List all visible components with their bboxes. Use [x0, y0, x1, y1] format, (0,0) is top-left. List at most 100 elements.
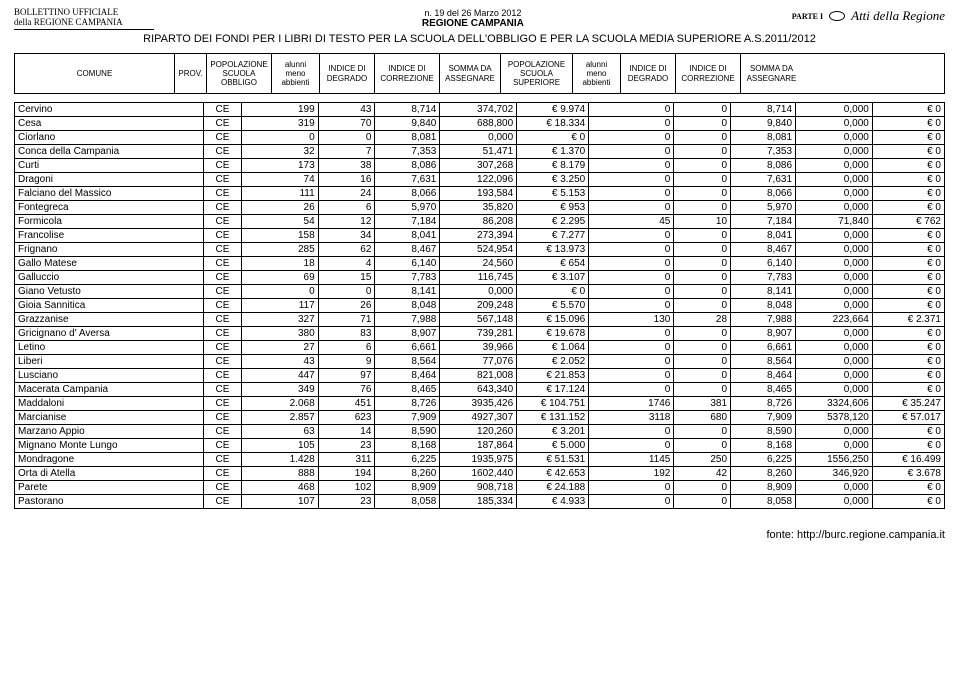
table-cell: € 8.179	[517, 159, 589, 173]
table-cell: € 0	[872, 271, 944, 285]
table-cell: 0	[589, 117, 674, 131]
bollettino-line2: della REGIONE CAMPANIA	[14, 18, 154, 28]
table-row: FormicolaCE54127,18486,208€ 2.29545107,1…	[15, 215, 945, 229]
table-cell: 0	[674, 271, 731, 285]
table-cell: 0	[589, 145, 674, 159]
table-cell: 0,000	[440, 131, 517, 145]
table-cell: 8,086	[375, 159, 440, 173]
document-title: RIPARTO DEI FONDI PER I LIBRI DI TESTO P…	[14, 33, 945, 45]
table-cell: Fontegreca	[15, 201, 204, 215]
table-cell: 8,260	[731, 467, 796, 481]
column-header: POPOLAZIONE SCUOLA SUPERIORE	[501, 54, 573, 94]
table-cell: € 0	[872, 103, 944, 117]
table-cell: 0	[589, 425, 674, 439]
table-cell: 7,783	[375, 271, 440, 285]
table-cell: 117	[241, 299, 318, 313]
table-cell: 0,000	[796, 383, 873, 397]
table-cell: 307,268	[440, 159, 517, 173]
table-cell: 0,000	[796, 229, 873, 243]
table-cell: 319	[241, 117, 318, 131]
table-cell: 285	[241, 243, 318, 257]
table-cell: 3324,606	[796, 397, 873, 411]
table-cell: 8,058	[731, 495, 796, 509]
table-cell: 8,909	[375, 481, 440, 495]
table-cell: 0	[589, 229, 674, 243]
table-cell: € 3.250	[517, 173, 589, 187]
table-cell: CE	[204, 453, 242, 467]
column-header: SOMMA DA ASSEGNARE	[440, 54, 501, 94]
table-cell: 26	[241, 201, 318, 215]
table-cell: 0,000	[796, 341, 873, 355]
table-cell: 8,041	[731, 229, 796, 243]
table-cell: 447	[241, 369, 318, 383]
table-cell: 0	[674, 481, 731, 495]
table-cell: 8,909	[731, 481, 796, 495]
table-row: Gioia SanniticaCE117268,048209,248€ 5.57…	[15, 299, 945, 313]
table-cell: 0	[674, 341, 731, 355]
table-cell: € 17.124	[517, 383, 589, 397]
atti-label: Atti della Regione	[851, 8, 945, 24]
table-cell: 7,783	[731, 271, 796, 285]
table-cell: € 57.017	[872, 411, 944, 425]
table-cell: Marzano Appio	[15, 425, 204, 439]
table-cell: 0	[589, 439, 674, 453]
table-cell: 74	[241, 173, 318, 187]
table-cell: 34	[318, 229, 375, 243]
table-cell: 39,966	[440, 341, 517, 355]
table-cell: 0,000	[796, 103, 873, 117]
table-cell: € 3.107	[517, 271, 589, 285]
table-cell: 194	[318, 467, 375, 481]
table-cell: Gallo Matese	[15, 257, 204, 271]
table-cell: CE	[204, 397, 242, 411]
table-row: MarcianiseCE2.8576237,9094927,307€ 131.1…	[15, 411, 945, 425]
table-cell: 0	[589, 369, 674, 383]
table-row: FrignanoCE285628,467524,954€ 13.973008,4…	[15, 243, 945, 257]
table-cell: 374,702	[440, 103, 517, 117]
table-cell: 8,907	[731, 327, 796, 341]
table-cell: 4927,307	[440, 411, 517, 425]
table-cell: CE	[204, 145, 242, 159]
table-cell: CE	[204, 257, 242, 271]
table-cell: Falciano del Massico	[15, 187, 204, 201]
table-cell: 7,631	[731, 173, 796, 187]
table-cell: € 0	[872, 425, 944, 439]
table-cell: € 5.153	[517, 187, 589, 201]
table-cell: 173	[241, 159, 318, 173]
table-cell: 43	[241, 355, 318, 369]
table-cell: 0	[674, 145, 731, 159]
top-right: PARTE I Atti della Regione	[792, 8, 945, 24]
table-cell: 908,718	[440, 481, 517, 495]
table-cell: 3935,426	[440, 397, 517, 411]
table-cell: 8,726	[731, 397, 796, 411]
table-cell: 0	[241, 131, 318, 145]
table-cell: € 16.499	[872, 453, 944, 467]
table-cell: Pastorano	[15, 495, 204, 509]
table-cell: 8,048	[731, 299, 796, 313]
table-cell: € 0	[872, 117, 944, 131]
table-row: PareteCE4681028,909908,718€ 24.188008,90…	[15, 481, 945, 495]
table-cell: 8,081	[375, 131, 440, 145]
table-cell: CE	[204, 425, 242, 439]
table-row: Macerata CampaniaCE349768,465643,340€ 17…	[15, 383, 945, 397]
table-cell: 0,000	[796, 145, 873, 159]
table-cell: 223,664	[796, 313, 873, 327]
table-cell: € 0	[872, 439, 944, 453]
table-cell: 102	[318, 481, 375, 495]
table-cell: 739,281	[440, 327, 517, 341]
table-row: CiorlanoCE008,0810,000€ 0008,0810,000€ 0	[15, 131, 945, 145]
table-cell: 8,168	[375, 439, 440, 453]
table-cell: 0	[589, 481, 674, 495]
table-cell: € 131.152	[517, 411, 589, 425]
table-cell: 468	[241, 481, 318, 495]
table-cell: € 5.570	[517, 299, 589, 313]
table-cell: 0,000	[796, 355, 873, 369]
table-cell: 643,340	[440, 383, 517, 397]
table-row: Orta di AtellaCE8881948,2601602,440€ 42.…	[15, 467, 945, 481]
table-cell: 0	[589, 327, 674, 341]
table-cell: 0	[589, 173, 674, 187]
table-cell: 6,661	[731, 341, 796, 355]
table-cell: 86,208	[440, 215, 517, 229]
table-cell: 14	[318, 425, 375, 439]
table-cell: 349	[241, 383, 318, 397]
table-cell: 8,168	[731, 439, 796, 453]
